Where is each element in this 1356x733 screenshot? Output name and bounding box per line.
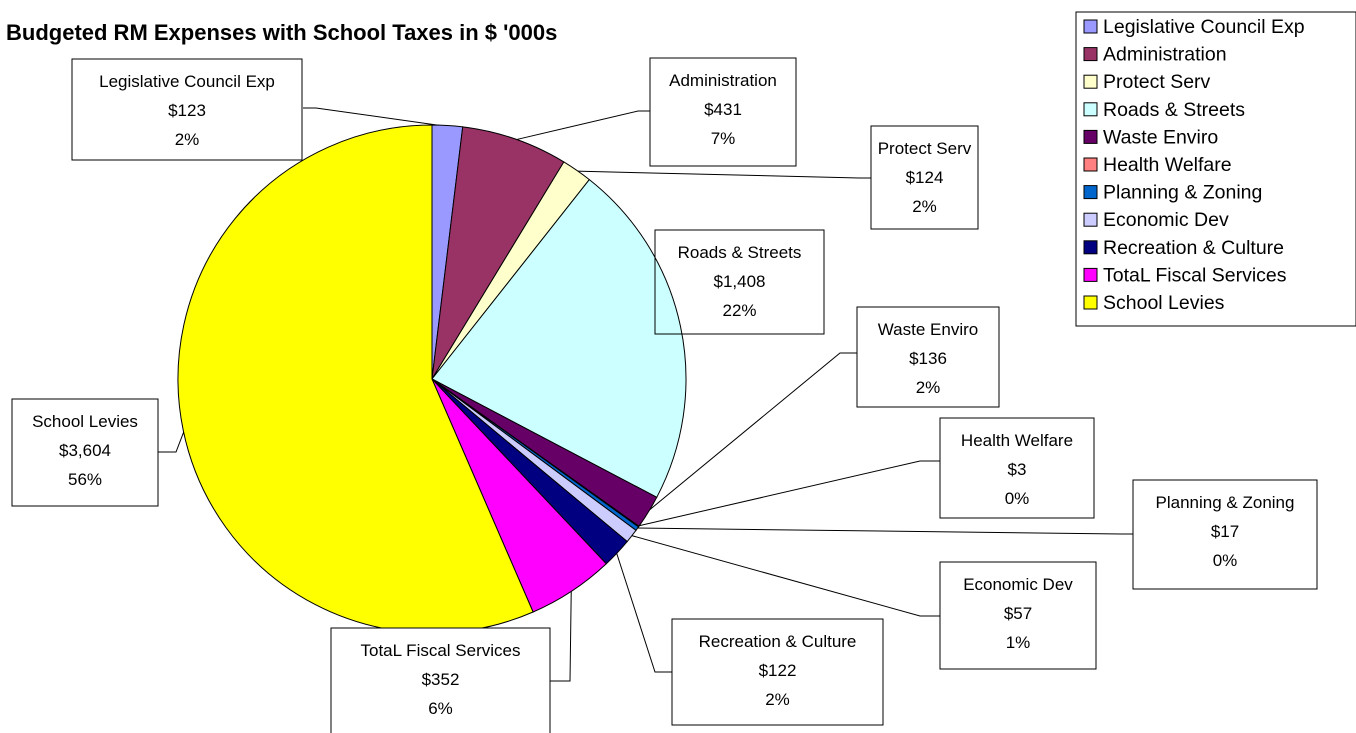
chart-title: Budgeted RM Expenses with School Taxes i… [6, 20, 557, 45]
data-label-name: Economic Dev [963, 575, 1073, 594]
pie-slice-administration [431, 126, 565, 380]
data-labels: Legislative Council Exp $123 2% Administrat… [11, 57, 1318, 733]
legend-swatch-roads-and-streets [1083, 102, 1098, 117]
data-label-box [330, 627, 551, 733]
data-label-value: $17 [1211, 522, 1239, 541]
data-label-name: Roads & Streets [678, 243, 802, 262]
data-label-percent: 2% [175, 130, 200, 149]
legend-label-administration: Administration [1103, 44, 1227, 66]
data-label-box [856, 306, 1000, 408]
data-label-percent: 56% [68, 470, 102, 489]
data-label-value: $123 [168, 101, 206, 120]
leader-line-protect-serv [576, 170, 871, 179]
data-label-health-welfare: Health Welfare $3 0% [939, 417, 1095, 519]
data-label-planning-and-zoning: Planning & Zoning $17 0% [1132, 479, 1318, 590]
legend-label-waste-enviro: Waste Enviro [1103, 126, 1218, 148]
legend-label-protect-serv: Protect Serv [1103, 71, 1211, 93]
legend-label-school-levies: School Levies [1103, 292, 1225, 314]
leader-line-legislative-council-exp [303, 107, 448, 127]
data-label-percent: 1% [1006, 633, 1031, 652]
data-label-value: $352 [422, 670, 460, 689]
data-label-box [71, 58, 303, 161]
data-label-administration: Administration $431 7% [649, 57, 797, 167]
data-label-percent: 2% [916, 378, 941, 397]
data-label-value: $1,408 [714, 272, 766, 291]
data-label-percent: 6% [428, 699, 453, 718]
data-label-name: Recreation & Culture [699, 632, 857, 651]
legend-swatch-planning-and-zoning [1083, 185, 1098, 200]
data-label-name: Legislative Council Exp [99, 72, 275, 91]
legend-label-planning-and-zoning: Planning & Zoning [1103, 182, 1262, 204]
legend-swatch-waste-enviro [1083, 129, 1098, 144]
leader-line-economic-dev [630, 534, 940, 617]
data-label-box [649, 57, 797, 167]
data-label-box [654, 229, 825, 335]
leader-line-health-welfare [637, 460, 940, 527]
data-label-value: $57 [1004, 604, 1032, 623]
data-label-value: $431 [704, 100, 742, 119]
legend-swatch-economic-dev [1083, 212, 1098, 227]
data-label-box [870, 125, 979, 230]
pie-slices [177, 124, 687, 634]
data-label-legislative-council-exp: Legislative Council Exp $123 2% [71, 58, 303, 161]
data-label-economic-dev: Economic Dev $57 1% [939, 561, 1097, 670]
data-label-box [11, 398, 159, 507]
data-label-percent: 22% [722, 301, 756, 320]
leader-line-total-fiscal-services [550, 590, 572, 682]
leader-line-recreation-and-culture [615, 552, 672, 673]
data-label-name: Health Welfare [961, 431, 1073, 450]
data-label-name: Waste Enviro [878, 320, 978, 339]
data-label-total-fiscal-services: TotaL Fiscal Services $352 6% [330, 627, 551, 733]
data-label-name: TotaL Fiscal Services [361, 641, 521, 660]
data-label-waste-enviro: Waste Enviro $136 2% [856, 306, 1000, 408]
data-label-box [671, 618, 884, 726]
leader-line-planning-and-zoning [636, 527, 1133, 535]
data-label-value: $124 [906, 168, 944, 187]
legend-label-legislative-council-exp: Legislative Council Exp [1103, 16, 1305, 38]
data-label-percent: 0% [1213, 551, 1238, 570]
legend-label-health-welfare: Health Welfare [1103, 154, 1232, 176]
data-label-percent: 0% [1005, 489, 1030, 508]
data-label-percent: 2% [765, 690, 790, 709]
legend-swatch-recreation-and-culture [1083, 240, 1098, 255]
data-label-school-levies: School Levies $3,604 56% [11, 398, 159, 507]
legend-swatch-health-welfare [1083, 157, 1098, 172]
data-label-roads-and-streets: Roads & Streets $1,408 22% [654, 229, 825, 335]
data-label-value: $122 [759, 661, 797, 680]
data-label-recreation-and-culture: Recreation & Culture $122 2% [671, 618, 884, 726]
legend-swatch-legislative-council-exp [1083, 19, 1098, 34]
data-label-protect-serv: Protect Serv $124 2% [870, 125, 979, 230]
legend-label-roads-and-streets: Roads & Streets [1103, 99, 1245, 121]
data-label-value: $136 [909, 349, 947, 368]
leader-line-waste-enviro [647, 352, 857, 512]
data-label-box [1132, 479, 1318, 590]
legend-box [1075, 11, 1356, 327]
legend-label-economic-dev: Economic Dev [1103, 209, 1229, 231]
legend-swatch-protect-serv [1083, 74, 1098, 89]
data-label-name: School Levies [32, 412, 138, 431]
data-label-percent: 2% [912, 197, 937, 216]
data-label-box [939, 417, 1095, 519]
leader-line-administration [514, 110, 650, 141]
legend-swatch-total-fiscal-services [1083, 267, 1098, 282]
leader-lines [158, 107, 1133, 682]
data-label-name: Administration [669, 71, 777, 90]
data-label-percent: 7% [711, 129, 736, 148]
data-label-box [939, 561, 1097, 670]
leader-line-school-levies [158, 430, 185, 453]
legend-swatch-school-levies [1083, 295, 1098, 310]
data-label-value: $3 [1008, 460, 1027, 479]
legend-swatch-administration [1083, 47, 1098, 62]
legend-label-recreation-and-culture: Recreation & Culture [1103, 237, 1284, 259]
data-label-name: Planning & Zoning [1156, 493, 1295, 512]
legend: Legislative Council Exp Administration Pro… [1075, 11, 1356, 327]
data-label-name: Protect Serv [878, 139, 972, 158]
pie-slice-roads-and-streets [431, 178, 687, 498]
legend-label-total-fiscal-services: TotaL Fiscal Services [1103, 264, 1287, 286]
data-label-value: $3,604 [59, 441, 111, 460]
